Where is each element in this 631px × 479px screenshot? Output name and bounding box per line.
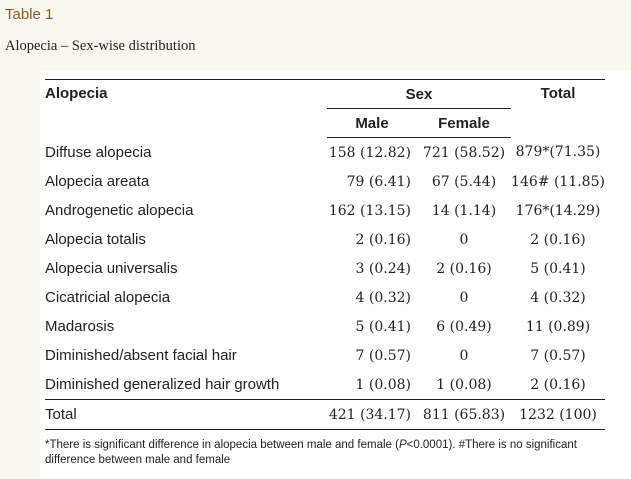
header-row-2: Male Female [45, 108, 605, 138]
table-row: Diminished/absent facial hair 7 (0.57) 0… [45, 341, 605, 370]
row-total: 4 (0.32) [530, 289, 586, 306]
row-label: Alopecia totalis [45, 231, 146, 248]
total-female: 811 (65.83) [417, 399, 511, 430]
total-row: Total 421 (34.17) 811 (65.83) 1232 (100) [45, 399, 605, 430]
row-female: 0 [459, 231, 469, 248]
row-female: 67 (5.44) [431, 173, 497, 190]
row-total: 2 (0.16) [530, 231, 586, 248]
table-row: Diffuse alopecia 158 (12.82) 721 (58.52)… [45, 138, 605, 168]
table-row: Alopecia areata 79 (6.41) 67 (5.44) 146#… [45, 167, 605, 196]
row-total: 7 (0.57) [530, 347, 586, 364]
row-total: 11 (0.89) [525, 318, 591, 335]
header-total: Total [511, 79, 605, 138]
row-male: 1 (0.08) [355, 376, 411, 393]
row-label: Androgenetic alopecia [45, 202, 194, 219]
header-row-1: Alopecia Sex Total [45, 79, 605, 138]
total-male: 421 (34.17) [327, 399, 417, 430]
row-total: 879*(71.35) [515, 144, 601, 161]
table-row: Cicatricial alopecia 4 (0.32) 0 4 (0.32) [45, 283, 605, 312]
row-label: Cicatricial alopecia [45, 289, 171, 306]
footnote-part3: #There is no significant difference betw… [45, 439, 577, 466]
row-label: Madarosis [45, 318, 115, 335]
row-female: 721 (58.52) [422, 144, 506, 161]
header-sex: Sex [327, 79, 511, 109]
header-male: Male [327, 108, 417, 138]
row-label: Diminished/absent facial hair [45, 347, 237, 364]
total-total: 1232 (100) [511, 399, 605, 430]
footnote-p-symbol: P [398, 439, 407, 451]
row-total: 146# (11.85) [511, 173, 605, 190]
table-label: Table 1 [5, 6, 54, 23]
row-male: 2 (0.16) [355, 231, 411, 248]
row-label: Alopecia universalis [45, 260, 178, 277]
row-male: 79 (6.41) [346, 173, 411, 190]
row-female: 14 (1.14) [431, 202, 497, 219]
row-female: 0 [459, 289, 469, 306]
row-male: 3 (0.24) [355, 260, 411, 277]
row-total: 2 (0.16) [530, 376, 586, 393]
row-total: 176*(14.29) [515, 202, 601, 219]
table-caption: Alopecia – Sex-wise distribution [5, 38, 196, 54]
table-row: Alopecia totalis 2 (0.16) 0 2 (0.16) [45, 225, 605, 254]
table-row: Alopecia universalis 3 (0.24) 2 (0.16) 5… [45, 254, 605, 283]
row-male: 162 (13.15) [328, 202, 411, 219]
footnote-part1: *There is significant difference in alop… [45, 439, 399, 451]
row-label: Diminished generalized hair growth [45, 376, 280, 393]
row-label: Diffuse alopecia [45, 143, 152, 161]
table-row: Diminished generalized hair growth 1 (0.… [45, 370, 605, 400]
row-female: 0 [459, 347, 469, 364]
header-alopecia: Alopecia [45, 79, 327, 138]
footnote-part2: <0.0001). [406, 439, 459, 451]
row-female: 1 (0.08) [436, 376, 492, 393]
header-female: Female [417, 108, 511, 138]
row-female: 2 (0.16) [436, 260, 492, 277]
row-male: 5 (0.41) [355, 318, 411, 335]
total-label: Total [45, 399, 327, 430]
row-label: Alopecia areata [45, 173, 150, 190]
table-container: Alopecia Sex Total Male Female Diffuse a… [40, 70, 631, 479]
table-row: Madarosis 5 (0.41) 6 (0.49) 11 (0.89) [45, 312, 605, 341]
alopecia-table: Alopecia Sex Total Male Female Diffuse a… [45, 79, 605, 430]
table-row: Androgenetic alopecia 162 (13.15) 14 (1.… [45, 196, 605, 225]
row-male: 4 (0.32) [355, 289, 411, 306]
table-footnote: *There is significant difference in alop… [45, 438, 605, 468]
row-female: 6 (0.49) [436, 318, 492, 335]
row-total: 5 (0.41) [530, 260, 586, 277]
row-male: 158 (12.82) [328, 144, 411, 161]
row-male: 7 (0.57) [355, 347, 411, 364]
